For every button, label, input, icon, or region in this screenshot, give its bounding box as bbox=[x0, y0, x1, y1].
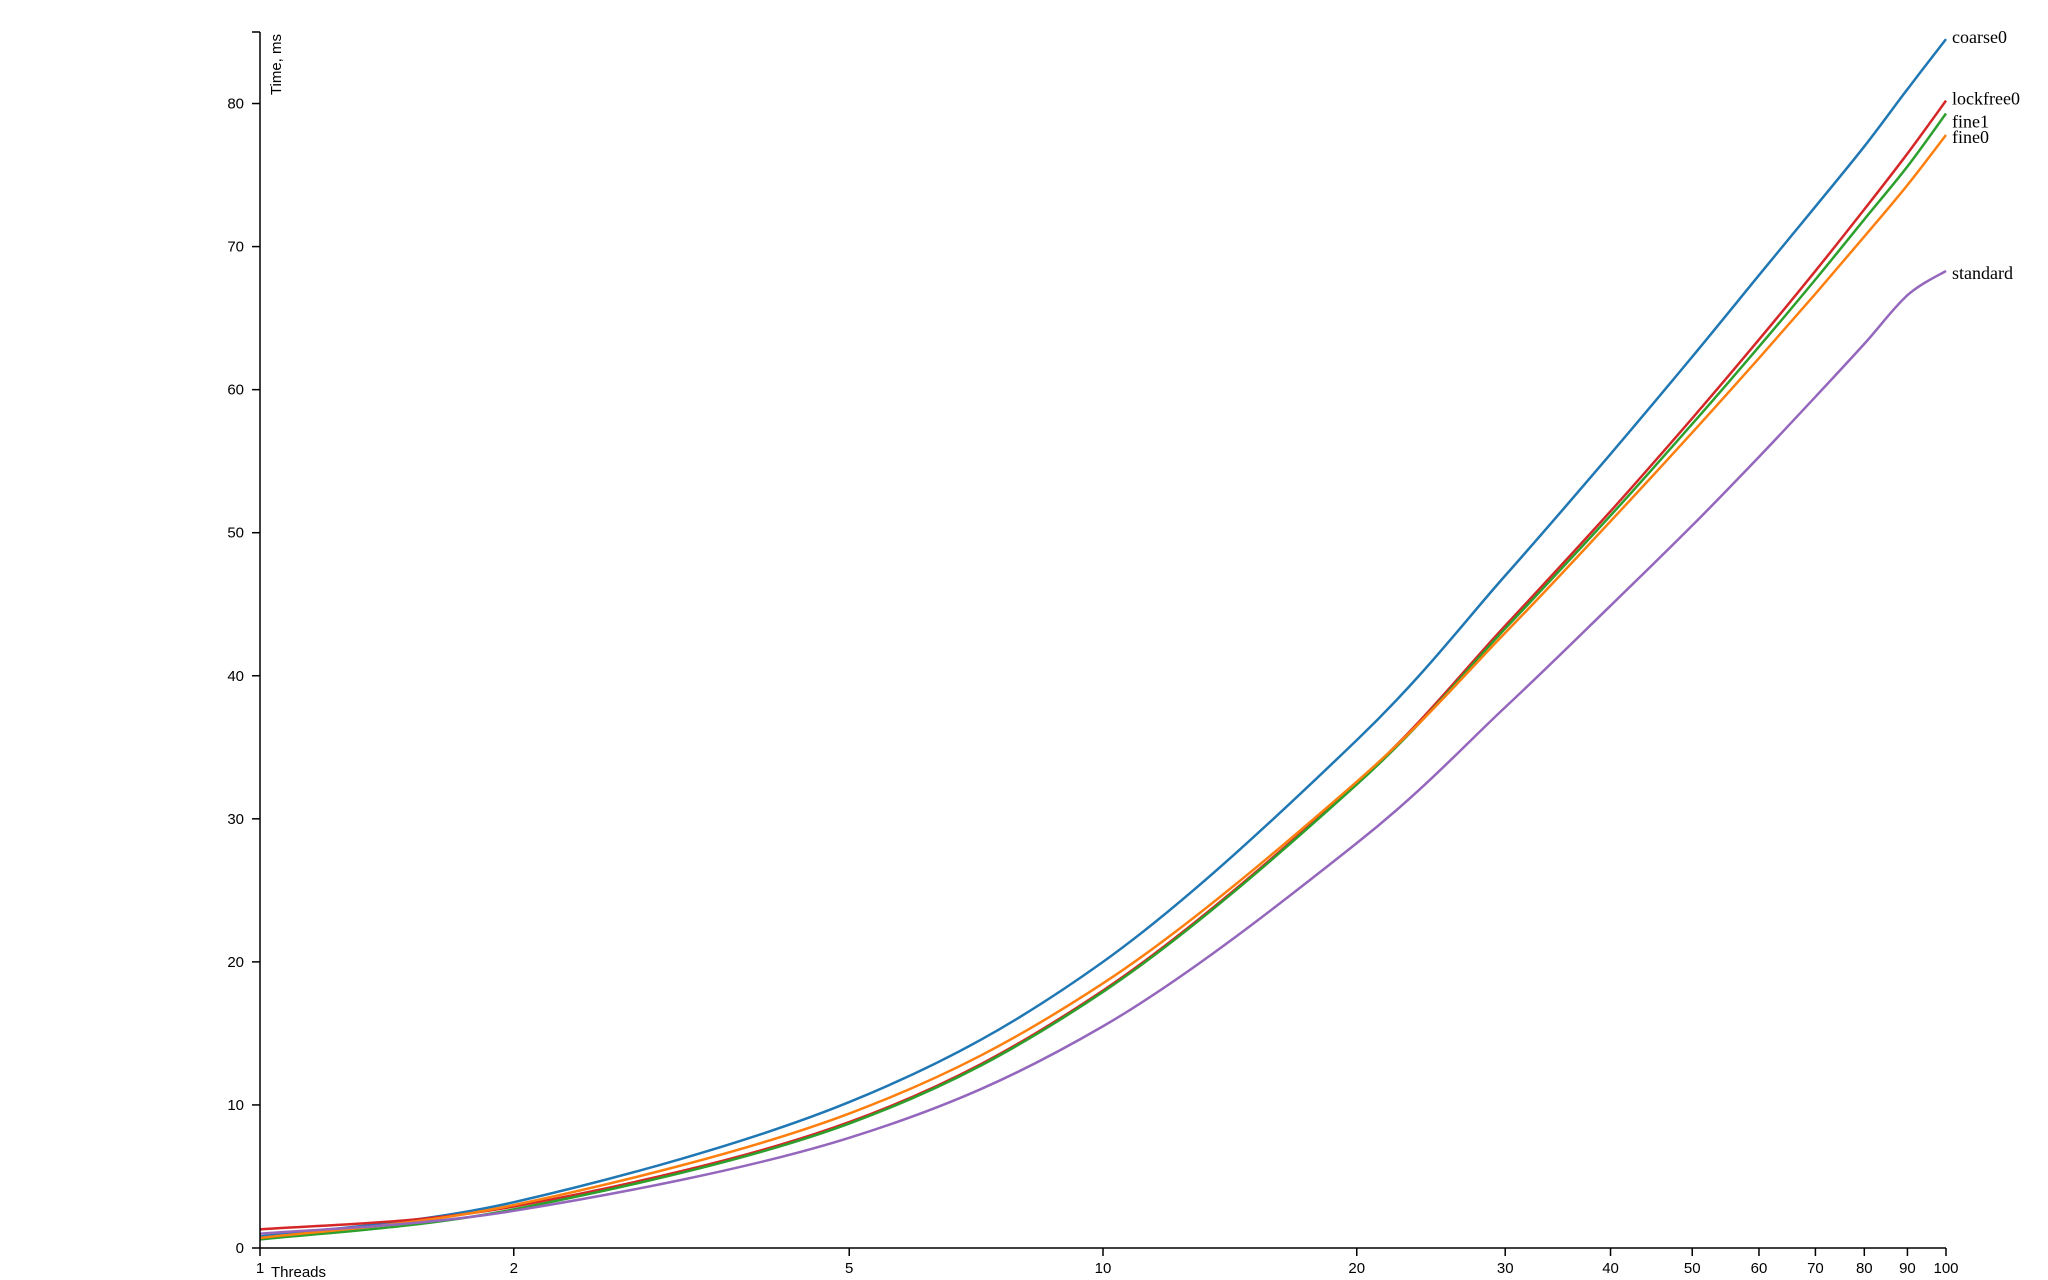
y-axis-ticks: 0 10 20 30 40 50 60 70 80 bbox=[227, 96, 260, 1257]
series-label-fine0: fine0 bbox=[1952, 127, 1989, 147]
y-tick-label: 70 bbox=[227, 239, 244, 256]
x-tick-label: 50 bbox=[1684, 1260, 1701, 1277]
x-axis-ticks: 1 2 5 10 20 30 40 50 60 70 80 90 100 bbox=[256, 1248, 1959, 1277]
series-line-lockfree0 bbox=[259, 99, 1948, 1231]
axes: 1 2 5 10 20 30 40 50 60 70 80 90 100 0 10 20 30 40 50 60 70… bbox=[227, 31, 1959, 1280]
x-tick-label: 100 bbox=[1933, 1260, 1958, 1277]
y-tick-label: 0 bbox=[236, 1240, 244, 1257]
x-tick-label: 20 bbox=[1348, 1260, 1365, 1277]
y-tick-label: 40 bbox=[227, 668, 244, 685]
x-tick-label: 5 bbox=[845, 1260, 853, 1277]
x-tick-label: 70 bbox=[1807, 1260, 1824, 1277]
x-tick-label: 90 bbox=[1899, 1260, 1916, 1277]
y-tick-label: 20 bbox=[227, 954, 244, 971]
x-tick-label: 10 bbox=[1095, 1260, 1112, 1277]
series-label-coarse0: coarse0 bbox=[1952, 27, 2007, 47]
y-tick-label: 30 bbox=[227, 811, 244, 828]
x-tick-label: 30 bbox=[1497, 1260, 1514, 1277]
series-line-fine1 bbox=[259, 112, 1948, 1241]
plot-area bbox=[259, 38, 1948, 1241]
series-layer bbox=[259, 38, 1948, 1241]
y-axis-title: Time, ms bbox=[268, 34, 285, 95]
x-tick-label: 2 bbox=[510, 1260, 518, 1277]
y-tick-label: 60 bbox=[227, 382, 244, 399]
y-tick-label: 50 bbox=[227, 525, 244, 542]
x-tick-label: 80 bbox=[1856, 1260, 1873, 1277]
x-tick-label: 1 bbox=[256, 1260, 264, 1277]
x-tick-label: 40 bbox=[1602, 1260, 1619, 1277]
y-tick-label: 80 bbox=[227, 96, 244, 113]
x-axis-title: Threads bbox=[271, 1264, 326, 1280]
series-line-standard bbox=[259, 269, 1947, 1235]
y-tick-label: 10 bbox=[227, 1097, 244, 1114]
series-label-fine1: fine1 bbox=[1952, 112, 1989, 132]
series-line-coarse0 bbox=[259, 38, 1947, 1238]
series-label-lockfree0: lockfree0 bbox=[1952, 89, 2020, 109]
series-label-standard: standard bbox=[1952, 263, 2013, 283]
x-tick-label: 60 bbox=[1751, 1260, 1768, 1277]
series-line-fine0 bbox=[259, 134, 1947, 1240]
